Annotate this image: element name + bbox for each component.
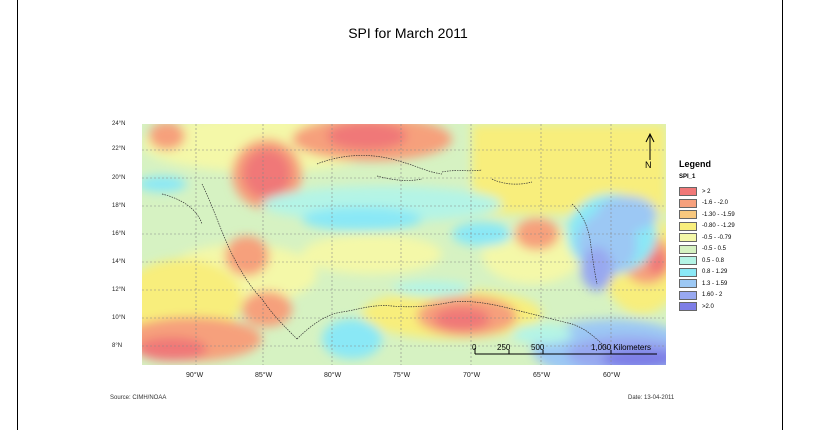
legend-item: 0.5 - 0.8	[679, 255, 735, 267]
scale-bar: 0 250 500 1,000 Kilometers	[472, 343, 657, 355]
page-border-left	[17, 0, 18, 430]
legend-label: 1.60 - 2	[702, 292, 723, 299]
legend-swatch	[679, 221, 697, 231]
legend-label: > 2	[702, 188, 711, 195]
legend-label: 0.8 - 1.29	[702, 269, 728, 276]
legend-item: 1.60 - 2	[679, 290, 735, 302]
legend-label: -0.80 - -1.29	[702, 223, 735, 230]
spi-map[interactable]: N 0 250 500 1,000 Kilometers	[142, 124, 666, 365]
legend-item: -1.6 - -2.0	[679, 198, 735, 210]
north-arrow-icon: N	[645, 132, 655, 170]
legend-swatch	[679, 279, 697, 289]
legend-swatch	[679, 187, 697, 197]
lat-label-16n: 16°N	[112, 231, 126, 237]
legend-swatch	[679, 302, 697, 312]
legend-field-name: SPI_1	[679, 174, 696, 180]
legend-item: 1.3 - 1.59	[679, 278, 735, 290]
graticule	[142, 124, 666, 365]
scale-label-250: 250	[497, 343, 511, 352]
north-label: N	[645, 160, 652, 170]
lon-label-60w: 60°W	[603, 372, 621, 379]
lat-label-10n: 10°N	[112, 315, 126, 321]
lon-label-80w: 80°W	[324, 372, 342, 379]
legend-label: 0.5 - 0.8	[702, 257, 725, 264]
legend-swatch	[679, 244, 697, 254]
spi-surface	[142, 124, 666, 365]
legend-item: 0.8 - 1.29	[679, 267, 735, 279]
legend-item: -1.30 - -1.59	[679, 209, 735, 221]
legend-label: -1.6 - -2.0	[702, 200, 729, 207]
source-note: Source: CIMH/NOAA	[110, 395, 167, 401]
legend-swatch	[679, 198, 697, 208]
legend-swatch	[679, 267, 697, 277]
lon-label-65w: 65°W	[533, 372, 551, 379]
lat-label-18n: 18°N	[112, 203, 126, 209]
legend-item: >2.0	[679, 301, 735, 313]
page-border-right	[782, 0, 783, 430]
scale-label-0: 0	[472, 343, 477, 352]
lat-label-20n: 20°N	[112, 175, 126, 181]
legend-label: -0.5 - -0.79	[702, 234, 732, 241]
legend-label: 1.3 - 1.59	[702, 280, 728, 287]
legend-list: > 2 -1.6 - -2.0 -1.30 - -1.59 -0.80 - -1.29…	[679, 186, 735, 313]
legend-swatch	[679, 233, 697, 243]
date-note: Date: 13-04-2011	[628, 395, 675, 401]
legend-item: -0.80 - -1.29	[679, 221, 735, 233]
legend-swatch	[679, 256, 697, 266]
map-title: SPI for March 2011	[348, 25, 468, 41]
lat-label-24n: 24°N	[112, 121, 126, 127]
lat-label-22n: 22°N	[112, 146, 126, 152]
legend-label: -1.30 - -1.59	[702, 211, 735, 218]
coastlines	[161, 155, 608, 350]
legend-swatch	[679, 290, 697, 300]
lon-label-75w: 75°W	[393, 372, 411, 379]
lon-label-85w: 85°W	[255, 372, 273, 379]
legend-item: > 2	[679, 186, 735, 198]
lat-label-8n: 8°N	[112, 343, 123, 349]
lat-label-12n: 12°N	[112, 287, 126, 293]
legend-title: Legend	[679, 159, 712, 169]
legend-label: -0.5 - 0.5	[702, 246, 727, 253]
scale-label-500: 500	[531, 343, 545, 352]
lat-label-14n: 14°N	[112, 259, 126, 265]
scale-label-1000: 1,000 Kilometers	[591, 343, 651, 352]
legend-swatch	[679, 210, 697, 220]
legend-label: >2.0	[702, 303, 714, 310]
lon-label-70w: 70°W	[463, 372, 481, 379]
lon-label-90w: 90°W	[186, 372, 204, 379]
legend-item: -0.5 - -0.79	[679, 232, 735, 244]
legend-item: -0.5 - 0.5	[679, 244, 735, 256]
